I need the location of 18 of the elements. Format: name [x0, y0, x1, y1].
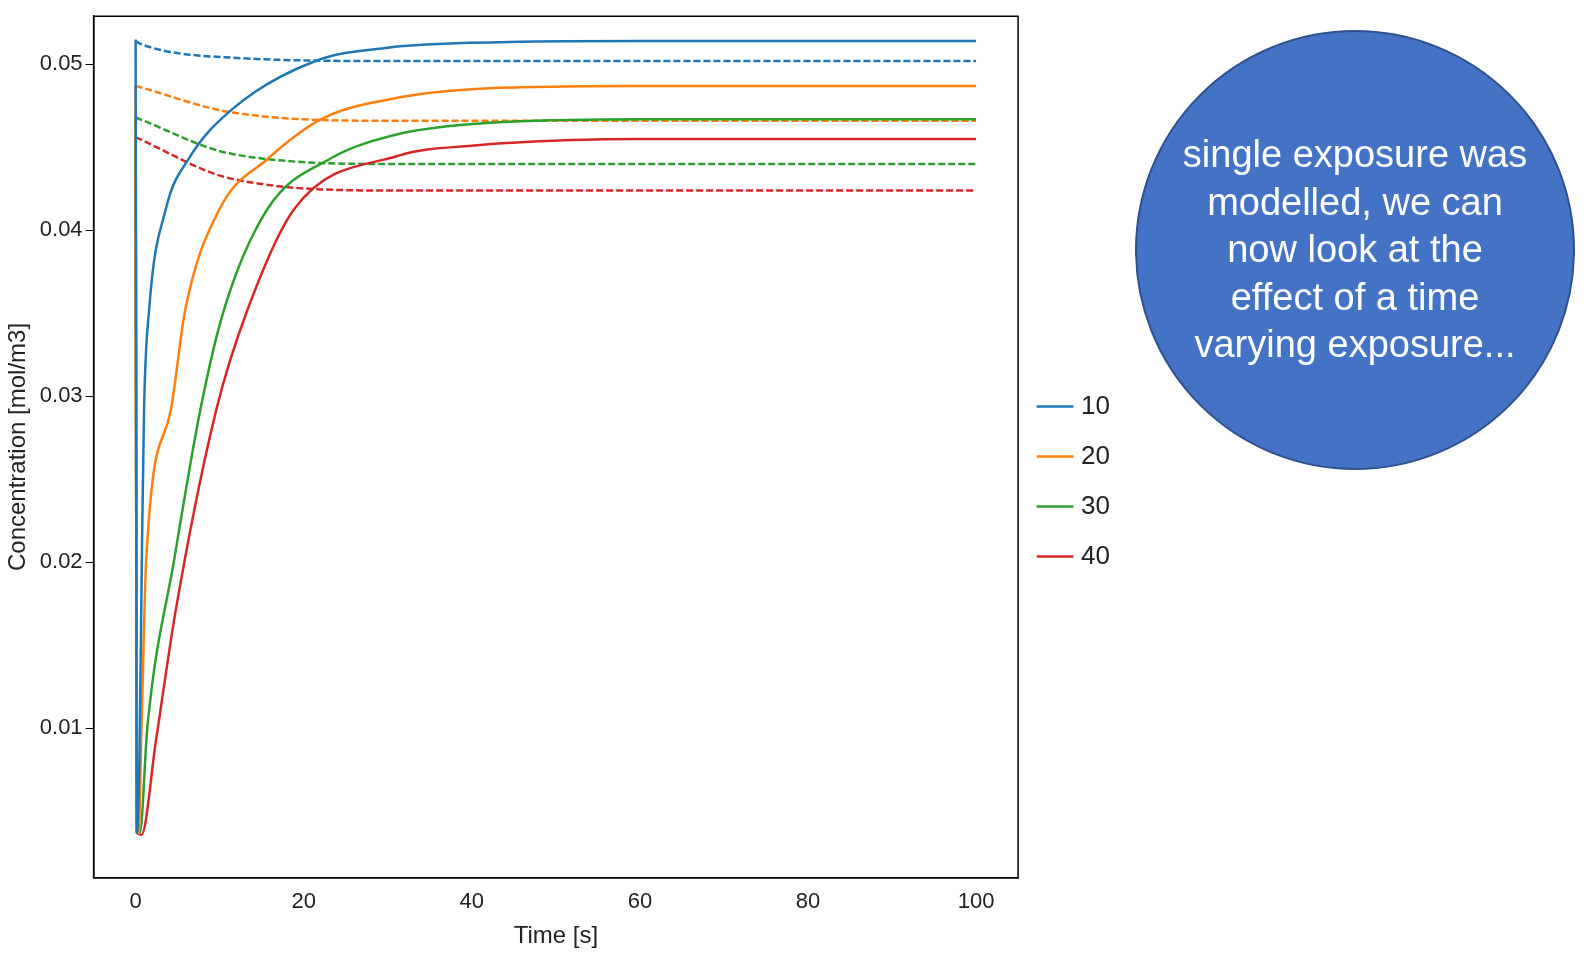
- x-axis-title: Time [s]: [513, 921, 599, 949]
- y-tick-label: 0.03: [39, 382, 83, 408]
- callout-circle: single exposure was modelled, we can now look at the effect of a time varying exposure...: [1135, 30, 1575, 470]
- y-tick-label: 0.01: [39, 714, 83, 740]
- x-tick-label: 0: [129, 888, 142, 914]
- x-tick-label: 80: [795, 888, 821, 914]
- x-tick-label: 60: [627, 888, 653, 914]
- legend-label: 10: [1081, 389, 1110, 420]
- legend-label: 30: [1081, 489, 1110, 520]
- x-tick-label: 20: [291, 888, 316, 914]
- legend-label: 20: [1081, 439, 1110, 470]
- x-tick-label: 100: [957, 888, 995, 914]
- x-tick-label: 40: [459, 888, 485, 914]
- y-tick-label: 0.02: [39, 548, 83, 574]
- y-axis-title: Concentration [mol/m3]: [3, 322, 31, 572]
- legend-label: 40: [1081, 539, 1110, 570]
- y-tick-label: 0.05: [39, 50, 83, 76]
- y-tick-label: 0.04: [39, 216, 83, 242]
